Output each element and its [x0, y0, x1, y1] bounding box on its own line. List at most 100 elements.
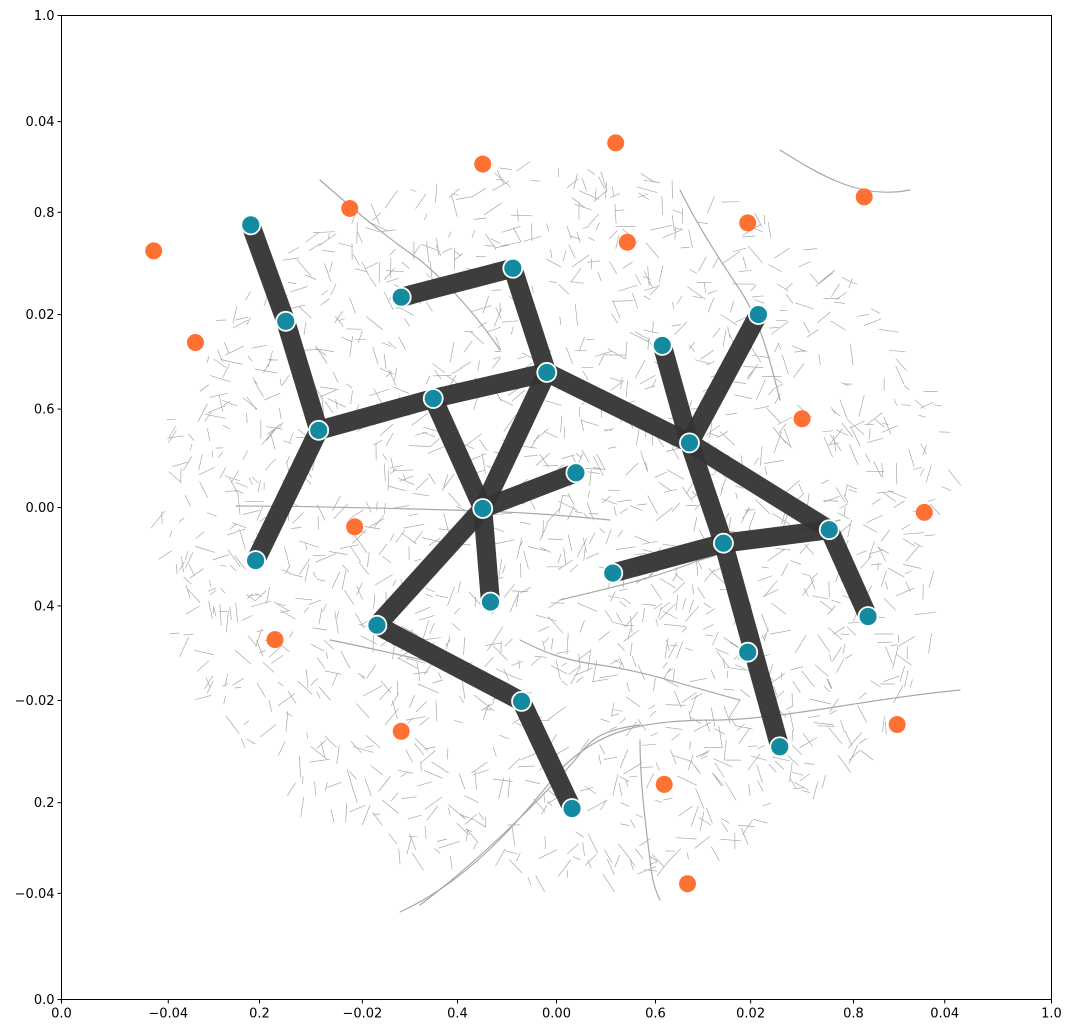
x-tick-label: 1.0 — [1041, 1007, 1062, 1022]
inner-x-ticks: −0.04 −0.02 0.00 0.02 0.04 — [148, 999, 959, 1022]
hub-node — [308, 419, 330, 441]
x-tick-label: 0.0 — [51, 1007, 72, 1022]
network-link — [247, 426, 328, 565]
hub-node — [651, 335, 673, 356]
network-link — [610, 534, 726, 583]
y-tick-label: 1.0 — [34, 9, 55, 24]
y-tick-label: 0.0 — [34, 993, 55, 1008]
network-link — [316, 389, 436, 440]
demand-point — [739, 214, 757, 232]
hub-node — [422, 388, 444, 409]
minor-streets — [151, 161, 962, 893]
demand-point — [145, 242, 163, 260]
hub-node — [240, 214, 262, 236]
hub-node — [818, 519, 840, 541]
hub-node — [713, 532, 734, 554]
x-tick-label: 0.04 — [930, 1007, 959, 1022]
network-link — [512, 697, 581, 813]
y-tick-label: 0.04 — [26, 115, 55, 130]
demand-point — [607, 134, 625, 152]
network-link — [820, 525, 877, 621]
hub-nodes — [240, 214, 879, 819]
road-major — [235, 505, 611, 521]
road-major — [679, 189, 781, 401]
hub-node — [275, 310, 297, 332]
y-tick-label: −0.02 — [15, 694, 55, 709]
network-link — [542, 363, 694, 452]
demand-point — [186, 334, 204, 352]
demand-point — [855, 188, 873, 206]
network-link — [684, 434, 835, 538]
hub-node — [857, 606, 879, 627]
hub-node — [536, 362, 558, 383]
inner-y-ticks: −0.04 −0.02 0.00 0.02 0.04 — [15, 115, 62, 902]
x-tick-label: 0.6 — [645, 1007, 666, 1022]
hub-node — [511, 691, 532, 712]
x-tick-label: 0.02 — [736, 1007, 765, 1022]
y-tick-label: 0.02 — [26, 308, 55, 323]
demand-point — [888, 716, 906, 734]
y-tick-label: 0.8 — [34, 206, 55, 221]
hub-node — [769, 736, 791, 758]
network-link — [681, 310, 767, 448]
demand-point — [655, 775, 673, 793]
demand-point — [266, 631, 284, 649]
network-link — [424, 394, 492, 513]
x-tick-label: 0.8 — [843, 1007, 864, 1022]
road-major — [779, 149, 911, 193]
demand-point — [618, 233, 636, 251]
network-link — [680, 439, 733, 547]
plot-axes: 0.0 0.2 0.4 0.6 0.8 1.0 0.0 0.2 0.4 0.6 0.8 1.0 −0… — [15, 9, 1062, 1022]
hub-node — [565, 462, 587, 484]
road-major — [519, 639, 741, 701]
x-tick-label: 0.00 — [542, 1007, 571, 1022]
x-tick-label: 0.4 — [447, 1007, 468, 1022]
x-tick-label: −0.02 — [342, 1007, 382, 1022]
hub-node — [472, 498, 494, 519]
network-links — [241, 221, 877, 813]
network-link — [431, 363, 549, 408]
y-tick-label: 0.4 — [34, 599, 55, 614]
network-link — [474, 368, 556, 513]
network-link — [276, 318, 328, 434]
network-link — [372, 616, 526, 710]
hub-node — [561, 798, 583, 819]
hub-node — [245, 550, 267, 571]
demand-point — [346, 518, 364, 536]
y-tick-label: −0.04 — [15, 887, 55, 902]
demand-point — [392, 722, 410, 740]
road-major — [399, 689, 961, 913]
hub-node — [602, 562, 624, 584]
minor-street — [151, 161, 962, 893]
hub-node — [679, 432, 700, 454]
hub-node — [502, 257, 524, 279]
network-link — [398, 259, 516, 307]
x-tick-label: −0.04 — [148, 1007, 188, 1022]
y-tick-label: 0.00 — [26, 501, 55, 516]
network-link — [653, 342, 699, 446]
y-tick-label: 0.2 — [34, 796, 55, 811]
network-link — [503, 265, 556, 376]
network-link — [241, 221, 295, 325]
network-link — [473, 507, 500, 603]
network-link — [369, 502, 490, 632]
hub-node — [480, 591, 501, 613]
outer-y-ticks: 0.0 0.2 0.4 0.6 0.8 1.0 — [34, 9, 62, 1008]
demand-point — [915, 503, 933, 521]
hub-node — [390, 286, 412, 308]
x-tick-label: 0.2 — [249, 1007, 270, 1022]
demand-point — [793, 410, 811, 428]
demand-point — [341, 199, 359, 217]
y-tick-label: 0.6 — [34, 403, 55, 418]
road-major — [639, 739, 661, 901]
demand-point — [474, 155, 492, 173]
network-link — [722, 520, 831, 553]
demand-point — [679, 875, 697, 893]
hub-node — [737, 641, 759, 663]
demand-points — [145, 134, 933, 893]
network-link — [479, 463, 580, 518]
hub-node — [747, 304, 769, 325]
outer-x-ticks: 0.0 0.2 0.4 0.6 0.8 1.0 — [51, 999, 1062, 1022]
